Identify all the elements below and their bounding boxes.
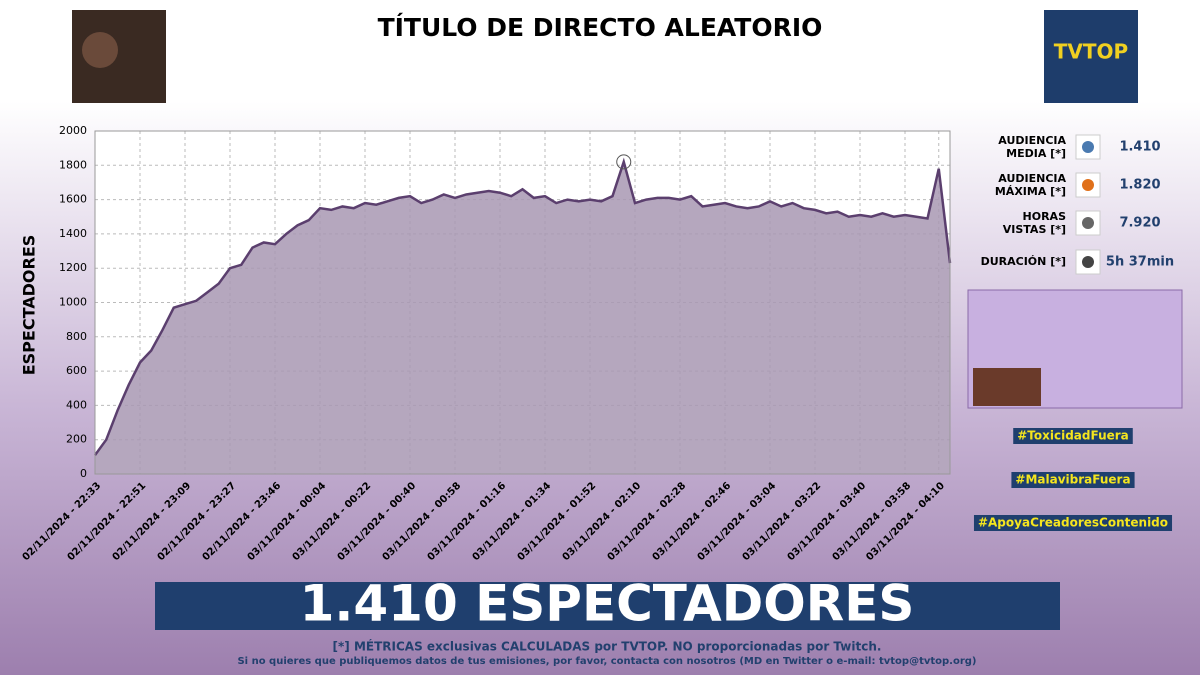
y-axis-title: ESPECTADORES [20, 235, 39, 376]
x-tick-label: 03/11/2024 - 02:10 [561, 480, 644, 563]
hashtag: #ApoyaCreadoresContenido [978, 516, 1168, 530]
stat-value: 1.820 [1119, 178, 1160, 193]
stat-label-line: DURACIÓN [*] [981, 255, 1066, 268]
x-tick-label: 03/11/2024 - 03:40 [786, 480, 869, 563]
x-tick-label: 03/11/2024 - 01:34 [471, 480, 554, 563]
footer-contact: Si no quieres que publiquemos datos de t… [237, 656, 976, 667]
screenshot-webcam [973, 368, 1041, 406]
x-tick-label: 03/11/2024 - 02:28 [606, 480, 689, 563]
stat-label-line: AUDIENCIA [998, 134, 1066, 147]
logo-text: TVTOP [1054, 40, 1128, 64]
y-tick-label: 1000 [59, 296, 87, 309]
avatar-detail [82, 32, 118, 68]
plot-border [94, 130, 951, 475]
x-tick-label: 03/11/2024 - 01:16 [426, 480, 509, 563]
x-tick-label: 02/11/2024 - 23:09 [111, 480, 194, 563]
x-tick-label: 02/11/2024 - 22:51 [66, 480, 149, 563]
y-tick-label: 1200 [59, 261, 87, 274]
y-tick-label: 1400 [59, 227, 87, 240]
stat-label-line: VISTAS [*] [1003, 223, 1066, 236]
y-tick-label: 800 [66, 330, 87, 343]
x-tick-label: 03/11/2024 - 00:04 [246, 480, 329, 563]
stat-label: HORAS VISTAS [*] [1003, 210, 1066, 236]
x-tick-label: 03/11/2024 - 01:52 [516, 480, 599, 563]
line [93, 157, 952, 456]
hashtag: #ToxicidadFuera [1017, 429, 1129, 443]
y-tick-label: 200 [66, 433, 87, 446]
stat-value: 5h 37min [1106, 255, 1174, 270]
stat-icon-glyph [1082, 141, 1094, 153]
area-fill [95, 161, 950, 474]
y-tick-label: 1600 [59, 193, 87, 206]
x-tick-label: 03/11/2024 - 03:04 [696, 480, 779, 563]
x-tick-label: 02/11/2024 - 23:27 [156, 480, 239, 563]
stat-icon [1075, 210, 1101, 236]
stat-label-line: HORAS [1023, 210, 1067, 223]
logo-box [1044, 10, 1138, 103]
footer-note: [*] MÉTRICAS exclusivas CALCULADAS por T… [333, 639, 882, 654]
y-tick-label: 0 [80, 467, 87, 480]
peak-marker [616, 154, 632, 170]
x-tick-label: 03/11/2024 - 00:58 [381, 480, 464, 563]
stat-icon-glyph [1082, 179, 1094, 191]
hashtag-box [973, 515, 1173, 531]
hashtag-box [1011, 472, 1135, 488]
hashtag: #MalavibraFuera [1015, 473, 1130, 487]
stat-label: DURACIÓN [*] [981, 255, 1066, 268]
stat-label-line: MEDIA [*] [1006, 147, 1066, 160]
x-tick-label: 03/11/2024 - 00:40 [336, 480, 419, 563]
page-title: TÍTULO DE DIRECTO ALEATORIO [378, 13, 823, 42]
x-tick-label: 02/11/2024 - 23:46 [201, 480, 284, 563]
stat-icon-glyph [1082, 217, 1094, 229]
stat-label-line: MÁXIMA [*] [995, 185, 1066, 198]
y-tick-label: 1800 [59, 158, 87, 171]
stat-icon-glyph [1082, 256, 1094, 268]
y-tick-label: 600 [66, 364, 87, 377]
y-tick-label: 2000 [59, 124, 87, 137]
x-tick-label: 03/11/2024 - 00:22 [291, 480, 374, 563]
stat-label-line: AUDIENCIA [998, 172, 1066, 185]
hashtag-box [1013, 428, 1133, 444]
banner-box [155, 582, 1060, 630]
banner-text: 1.410 ESPECTADORES [300, 575, 915, 633]
stat-label: AUDIENCIA MEDIA [*] [998, 134, 1066, 160]
x-tick-label: 03/11/2024 - 03:22 [741, 480, 824, 563]
stat-value: 7.920 [1119, 216, 1160, 231]
y-tick-label: 400 [66, 398, 87, 411]
stat-label: AUDIENCIA MÁXIMA [*] [995, 172, 1067, 198]
x-tick-label: 03/11/2024 - 02:46 [651, 480, 734, 563]
stat-value: 1.410 [1119, 140, 1160, 155]
x-tick-label: 02/11/2024 - 22:33 [21, 480, 104, 563]
